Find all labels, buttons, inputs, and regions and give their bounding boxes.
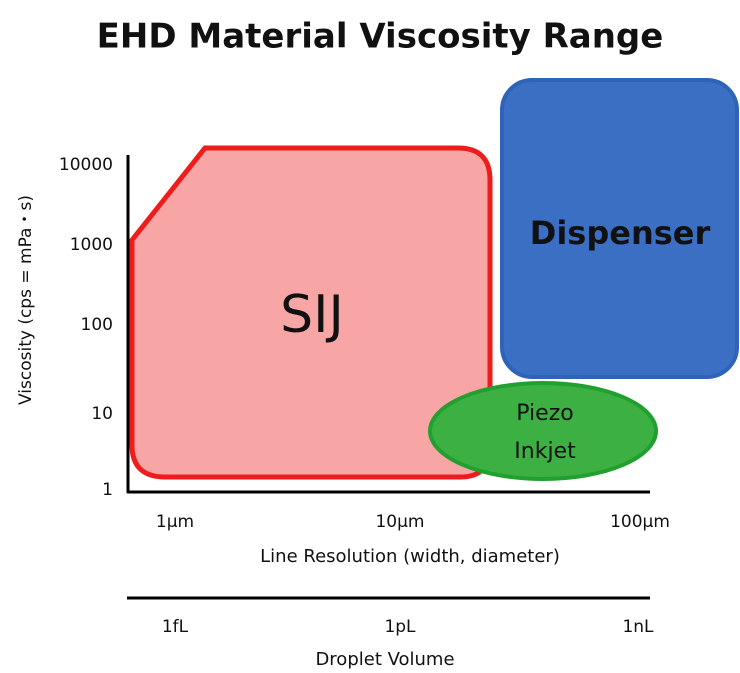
y-axis-label: Viscosity (cps = mPa・s) <box>16 195 36 405</box>
region-label: Inkjet <box>514 439 576 464</box>
x-tick-label: 10μm <box>375 512 424 532</box>
region-label: Dispenser <box>530 214 711 252</box>
x2-tick-label: 1pL <box>384 617 416 637</box>
y-tick-label: 10 <box>91 404 113 424</box>
piezo-region <box>428 381 658 481</box>
x-tick-label: 100μm <box>610 512 670 532</box>
region-label: Piezo <box>516 401 573 426</box>
y-tick-label: 100 <box>81 315 113 335</box>
y-tick-label: 10000 <box>59 155 113 175</box>
region-label: SIJ <box>280 285 344 345</box>
y-tick-label: 1 <box>102 480 113 500</box>
y-tick-label: 1000 <box>70 235 113 255</box>
x-tick-label: 1μm <box>156 512 194 532</box>
title: EHD Material Viscosity Range <box>97 17 664 57</box>
x2-axis-label: Droplet Volume <box>315 649 454 670</box>
dispenser-region <box>500 78 739 379</box>
x2-tick-label: 1fL <box>162 617 189 637</box>
x-axis-label: Line Resolution (width, diameter) <box>260 546 560 567</box>
x2-tick-label: 1nL <box>622 617 654 637</box>
